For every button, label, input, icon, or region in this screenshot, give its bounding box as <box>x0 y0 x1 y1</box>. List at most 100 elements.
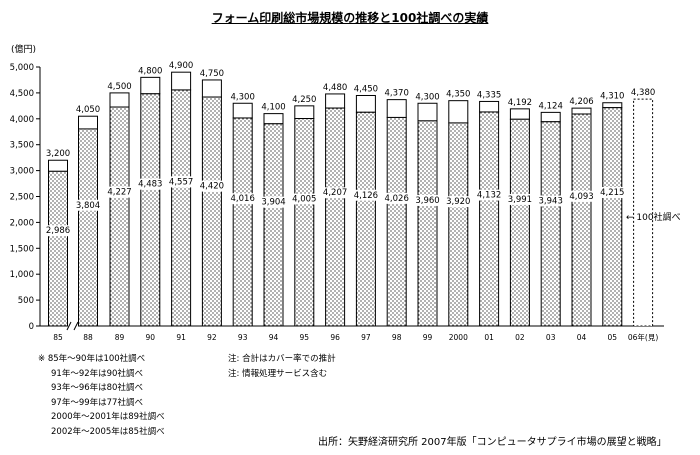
value-label-bg <box>442 196 474 208</box>
x-tick-label: 99 <box>423 333 433 342</box>
notes-right: 注: 合計はカバー率での推計 注: 情報処理サービス含む <box>228 352 336 381</box>
total-value-label: 4,192 <box>508 98 532 108</box>
chart-title: フォーム印刷総市場規模の推移と100社調べの実績 <box>211 11 489 25</box>
value-label-bg <box>381 192 413 204</box>
bar-projected <box>633 98 654 327</box>
total-value-label: 3,200 <box>46 149 70 159</box>
value-label-bg <box>412 194 443 206</box>
value-label-bg <box>473 189 505 201</box>
bar-survey-segment <box>448 122 469 327</box>
bar-survey-segment <box>355 111 376 327</box>
survey-value-label: 4,215 <box>600 188 624 198</box>
x-tick-label: 92 <box>207 333 217 342</box>
survey-value-label: 3,904 <box>261 198 285 208</box>
survey-value-label: 4,483 <box>138 180 162 190</box>
bar-total-segment <box>355 94 376 113</box>
x-tick-label: 96 <box>330 333 340 342</box>
x-tick-label: 89 <box>115 333 125 342</box>
bar-total-segment <box>602 102 623 109</box>
bar-survey-segment <box>263 123 284 327</box>
total-value-label: 4,380 <box>631 88 655 98</box>
notes-left: ※ 85年～90年は100社調べ 91年～92年は90社調べ 93年～96年は8… <box>38 352 165 440</box>
survey-value-label: 4,132 <box>477 191 501 201</box>
x-tick-label: 04 <box>577 333 587 342</box>
bar-total-segment <box>109 92 130 108</box>
bar-survey-segment <box>386 116 407 327</box>
survey-value-label: 4,016 <box>231 194 255 204</box>
y-axis-unit-label: (億円) <box>11 43 36 55</box>
x-tick-label: 85 <box>53 333 63 342</box>
y-tick-label: 5,000 <box>10 63 34 73</box>
y-tick-label: 1,500 <box>10 244 34 254</box>
value-label-bg <box>288 193 320 205</box>
total-value-label: 4,250 <box>292 95 316 105</box>
x-tick-label: 91 <box>176 333 186 342</box>
y-tick-label: 1,000 <box>10 270 34 280</box>
value-label-bg <box>42 225 74 237</box>
value-label-bg <box>350 189 382 201</box>
survey-value-label: 3,943 <box>539 196 563 206</box>
bar-survey-segment <box>509 118 530 327</box>
bar-total-segment <box>48 159 68 172</box>
y-tick-label: 4,000 <box>10 115 34 125</box>
x-tick-label: 98 <box>392 333 402 342</box>
total-value-label: 4,300 <box>231 92 255 102</box>
bar-survey-segment <box>602 107 623 327</box>
note-left: ※ 85年～90年は100社調べ <box>38 354 146 364</box>
survey-value-label: 2,986 <box>46 226 70 236</box>
bar-survey-segment <box>48 170 68 327</box>
bar-survey-segment <box>109 106 130 327</box>
x-tick-label: 06年(見) <box>628 332 658 342</box>
bar-survey-segment <box>417 120 438 327</box>
survey-value-label: 3,991 <box>508 195 532 205</box>
value-label-bg <box>104 186 135 198</box>
bar-survey-segment <box>294 118 315 327</box>
bar-total-segment <box>571 107 592 115</box>
x-tick-label: 93 <box>238 333 248 342</box>
note-left: 97年～99年は77社調べ <box>51 397 143 408</box>
survey-value-label: 4,093 <box>569 192 593 202</box>
value-label-bg <box>596 186 628 198</box>
total-value-label: 4,124 <box>539 101 563 111</box>
bar-survey-segment <box>171 89 192 327</box>
total-value-label: 4,900 <box>169 61 193 71</box>
x-tick-label: 03 <box>546 333 556 342</box>
value-label-bg <box>196 180 228 192</box>
survey-value-label: 4,207 <box>323 188 347 198</box>
total-value-label: 4,450 <box>354 84 378 94</box>
y-tick-label: 2,000 <box>10 218 34 228</box>
x-tick-label: 01 <box>484 333 494 342</box>
total-value-label: 4,800 <box>138 66 162 76</box>
total-value-label: 4,100 <box>261 103 285 113</box>
bar-total-segment <box>540 111 561 123</box>
x-tick-label: 88 <box>83 333 93 342</box>
total-value-label: 4,335 <box>477 90 501 100</box>
note-left: 91年～92年は90社調べ <box>51 368 143 379</box>
x-tick-label: 97 <box>361 333 371 342</box>
bar-total-segment <box>171 71 192 91</box>
total-value-label: 4,206 <box>569 97 593 107</box>
y-tick-label: 0 <box>29 322 34 332</box>
total-value-label: 4,370 <box>385 89 409 99</box>
value-label-bg <box>258 196 289 208</box>
survey-value-label: 4,005 <box>292 195 316 205</box>
note-right: 注: 情報処理サービス含む <box>228 368 328 379</box>
bar-total-segment <box>386 99 407 118</box>
x-tick-label: 2000 <box>449 333 468 342</box>
bar-survey-segment <box>540 121 561 327</box>
bars <box>48 71 654 327</box>
source-citation: 出所：矢野経済研究所 2007年版「コンピュータサプライ市場の展望と戦略」 <box>318 437 667 448</box>
total-value-label: 4,050 <box>76 105 100 115</box>
bar-survey-segment <box>479 111 500 327</box>
bar-survey-segment <box>140 93 161 327</box>
value-label-bg <box>134 178 166 190</box>
x-tick-label: 95 <box>300 333 310 342</box>
x-tick-label: 05 <box>608 333 618 342</box>
bar-total-segment <box>294 105 315 120</box>
x-tick-label: 94 <box>269 333 279 342</box>
bar-total-segment <box>448 100 469 124</box>
bar-chart: (億円) 0 500 1,000 1,500 2,000 2,500 3,000 3,500 4… <box>10 43 681 342</box>
survey-value-label: 3,960 <box>415 196 439 206</box>
bar-total-segment <box>201 79 222 98</box>
bar-total-segment <box>479 100 500 113</box>
